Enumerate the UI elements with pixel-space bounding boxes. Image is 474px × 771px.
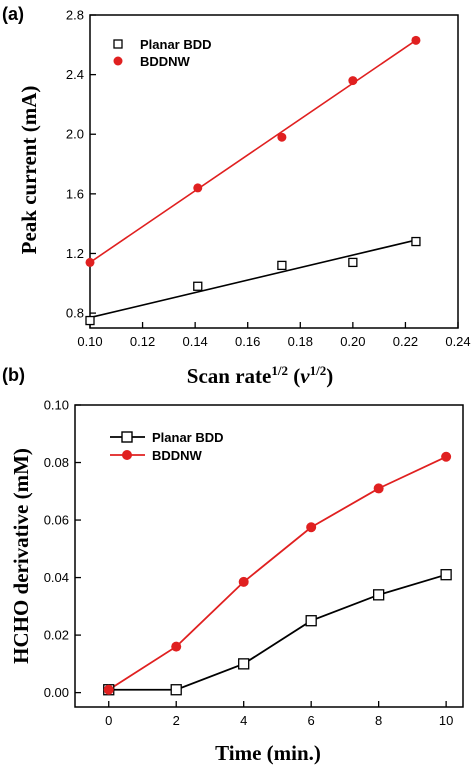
data-point-square xyxy=(411,236,421,247)
x-tick-label: 0 xyxy=(105,713,112,728)
data-point-circle xyxy=(238,576,249,587)
y-tick-label: 0.02 xyxy=(44,628,69,643)
legend-a-planar-marker xyxy=(113,39,123,49)
y-tick-label: 0.10 xyxy=(44,398,69,413)
panel-b-legend: Planar BDD BDDNW xyxy=(110,430,224,463)
y-tick-label: 2.0 xyxy=(66,127,84,142)
panel-b-x-ticks: 0 2 4 6 8 10 xyxy=(105,701,453,728)
panel-a-points xyxy=(85,35,421,326)
x-tick-label: 8 xyxy=(375,713,382,728)
data-point-square xyxy=(238,658,250,670)
legend-b-planar: Planar BDD xyxy=(110,430,224,445)
legend-b-planar-marker xyxy=(121,431,133,443)
y-tick-label: 0.06 xyxy=(44,513,69,528)
panel-a-x-ticks: 0.10 0.12 0.14 0.16 0.18 0.20 0.22 0.24 xyxy=(77,322,471,349)
y-tick-label: 0.04 xyxy=(44,570,69,585)
data-point-square xyxy=(85,315,95,326)
x-tick-label: 0.14 xyxy=(182,334,207,349)
data-point-square xyxy=(193,281,203,291)
data-point-circle xyxy=(348,76,358,86)
panel-a-ylabel: Peak current (mA) xyxy=(17,86,41,255)
panel-b-y-ticks: 0.00 0.02 0.04 0.06 0.08 0.10 xyxy=(44,398,81,700)
data-point-square xyxy=(277,260,287,271)
x-tick-label: 10 xyxy=(439,713,453,728)
panel-b-points xyxy=(103,451,452,696)
data-point-circle xyxy=(193,183,203,193)
panel-a-fit-lines xyxy=(89,39,417,319)
legend-a-planar-label: Planar BDD xyxy=(140,37,212,52)
panel-a-legend: Planar BDD BDDNW xyxy=(113,37,212,69)
legend-b-bddnw-label: BDDNW xyxy=(152,448,203,463)
data-point-square xyxy=(305,615,317,627)
panel-a: (a) 0.10 0.12 0.14 0.16 0.18 0.20 0.22 0.24 0.8… xyxy=(2,4,471,388)
y-tick-label: 1.2 xyxy=(66,246,84,261)
fit-line xyxy=(89,239,417,319)
panel-b: (b) 0 2 4 6 8 10 0.00 0.02 0.04 0.06 0.08 0.10 Pla… xyxy=(2,365,464,765)
x-tick-label: 4 xyxy=(240,713,247,728)
data-point-circle xyxy=(277,132,287,142)
fit-line xyxy=(89,39,417,264)
data-point-circle xyxy=(171,641,182,652)
legend-b-planar-label: Planar BDD xyxy=(152,430,224,445)
y-tick-label: 1.6 xyxy=(66,186,84,201)
x-tick-label: 0.22 xyxy=(393,334,418,349)
panel-b-series-lines xyxy=(108,455,447,691)
panel-b-frame xyxy=(74,404,464,708)
data-point-square xyxy=(440,569,452,581)
panel-a-y-ticks: 0.8 1.2 1.6 2.0 2.4 2.8 xyxy=(66,8,96,321)
panel-b-ylabel: HCHO derivative (mM) xyxy=(9,448,33,664)
data-point-circle xyxy=(441,451,452,462)
x-tick-label: 0.16 xyxy=(235,334,260,349)
x-tick-label: 0.12 xyxy=(130,334,155,349)
data-point-circle xyxy=(411,35,421,45)
data-point-square xyxy=(170,684,182,696)
y-tick-label: 2.4 xyxy=(66,67,84,82)
data-point-circle xyxy=(103,684,114,695)
legend-a-bddnw-marker xyxy=(113,56,123,66)
y-tick-label: 0.8 xyxy=(66,306,84,321)
panel-a-xlabel: Scan rate1/2 (v1/2) xyxy=(187,363,333,388)
legend-a-bddnw-label: BDDNW xyxy=(140,54,191,69)
x-tick-label: 6 xyxy=(308,713,315,728)
data-point-square xyxy=(373,589,385,601)
panel-b-xlabel: Time (min.) xyxy=(215,741,321,765)
panel-a-frame xyxy=(89,14,459,329)
x-tick-label: 0.20 xyxy=(340,334,365,349)
y-tick-label: 0.08 xyxy=(44,455,69,470)
x-tick-label: 0.18 xyxy=(288,334,313,349)
legend-a-planar: Planar BDD xyxy=(113,37,212,52)
y-tick-label: 2.8 xyxy=(66,8,84,23)
panel-a-label: (a) xyxy=(2,4,24,24)
y-tick-label: 0.00 xyxy=(44,685,69,700)
data-point-circle xyxy=(306,522,317,533)
legend-a-bddnw: BDDNW xyxy=(113,54,191,69)
series-line xyxy=(108,455,447,691)
x-tick-label: 0.24 xyxy=(445,334,470,349)
x-tick-label: 2 xyxy=(173,713,180,728)
series-line xyxy=(108,573,447,691)
data-point-square xyxy=(348,257,358,268)
x-tick-label: 0.10 xyxy=(77,334,102,349)
panel-b-label: (b) xyxy=(2,365,25,385)
legend-b-bddnw-marker xyxy=(122,450,132,460)
legend-b-bddnw: BDDNW xyxy=(110,448,203,463)
data-point-circle xyxy=(85,257,95,267)
data-point-circle xyxy=(373,483,384,494)
